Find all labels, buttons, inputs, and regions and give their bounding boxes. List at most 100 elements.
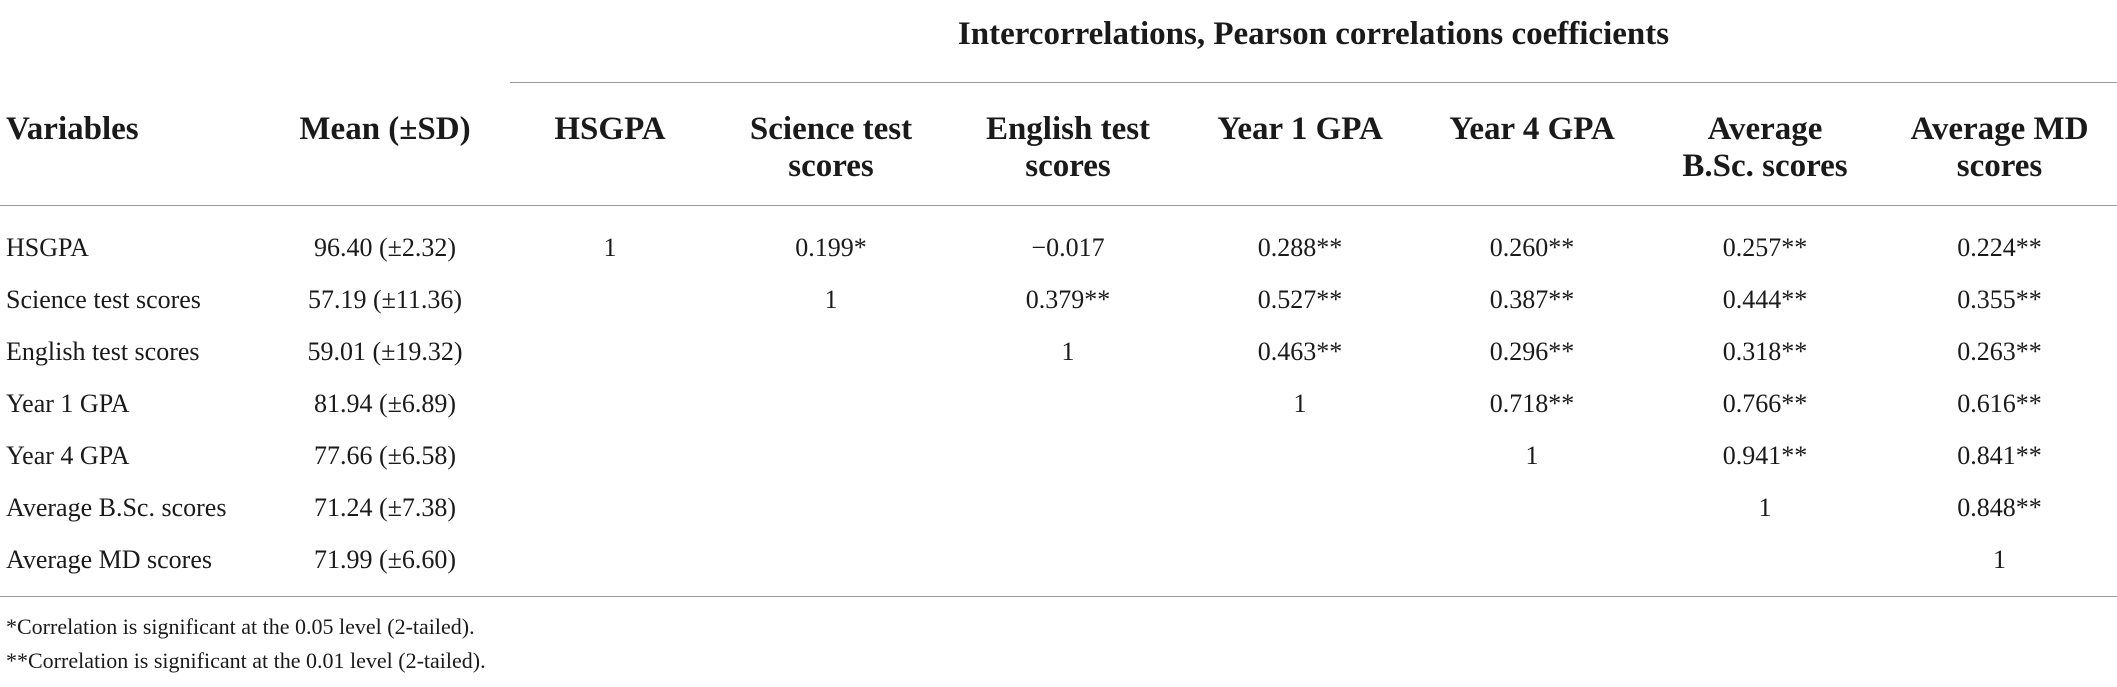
correlation-cell [710,326,952,378]
correlation-cell: 0.463** [1257,337,1343,366]
column-header-line: Science test [749,111,913,147]
correlation-cell: 0.257** [1722,233,1808,262]
column-header: Average MD scores [1882,82,2117,206]
correlation-cell: 0.355** [1957,285,2042,314]
mean-cell: 96.40 (±2.32) [313,233,457,262]
mean-cell: 71.24 (±7.38) [313,493,457,522]
correlation-cell [510,274,710,326]
table-row: Year 4 GPA 77.66 (±6.58) 1 0.941** 0.841** [0,430,2117,482]
correlation-cell: 1 [824,285,838,314]
table-row: English test scores 59.01 (±19.32) 1 0.463*… [0,326,2117,378]
table-row: Average B.Sc. scores 71.24 (±7.38) 1 0.848*… [0,482,2117,534]
correlation-cell: 1 [1993,545,2006,574]
footnotes: *Correlation is significant at the 0.05 … [6,610,486,678]
column-header: Variables [0,82,260,206]
bottom-rule [0,596,2117,597]
correlation-table: Intercorrelations, Pearson correlations … [0,0,2117,597]
super-header-title: Intercorrelations, Pearson correlations … [510,0,2117,83]
column-header-line: scores [788,148,874,184]
correlation-cell: 0.260** [1489,233,1575,262]
footnote: *Correlation is significant at the 0.05 … [6,614,475,639]
correlation-cell [710,482,952,534]
table-row: Science test scores 57.19 (±11.36) 1 0.379*… [0,274,2117,326]
correlation-cell [1416,534,1648,597]
footnote: **Correlation is significant at the 0.01… [6,648,486,673]
correlation-cell [1416,482,1648,534]
column-header-line: scores [1025,148,1111,184]
correlation-cell: 0.224** [1957,233,2042,262]
correlation-cell: 0.379** [1025,285,1111,314]
column-header-line: Average [1707,111,1823,147]
correlation-cell [510,430,710,482]
mean-cell: 59.01 (±19.32) [307,337,463,366]
mean-cell: 81.94 (±6.89) [313,389,457,418]
correlation-cell: 0.444** [1722,285,1808,314]
correlation-cell: 0.263** [1957,337,2042,366]
correlation-cell: 1 [1293,389,1307,418]
correlation-cell: 0.941** [1722,441,1808,470]
column-header-line: English test [985,111,1151,147]
correlation-cell [710,534,952,597]
column-header: Year 4 GPA [1416,82,1648,206]
super-header-spacer [0,0,510,83]
correlation-cell: 0.527** [1257,285,1343,314]
column-header-row: Variables Mean (±SD) HSGPA Science test scor… [0,82,2117,206]
correlation-cell: 0.318** [1722,337,1808,366]
mean-cell: 71.99 (±6.60) [313,545,457,574]
correlation-cell: 0.387** [1489,285,1575,314]
column-header: HSGPA [510,82,710,206]
column-header-line: Mean (±SD) [299,110,471,147]
correlation-cell [952,430,1184,482]
variable-cell: Average MD scores [6,545,212,574]
correlation-cell: 0.766** [1722,389,1808,418]
column-header-line: scores [1956,148,2043,184]
variable-cell: Year 1 GPA [6,389,130,418]
variable-cell: HSGPA [6,233,89,262]
column-header-line: B.Sc. scores [1682,148,1848,184]
correlation-cell: 0.848** [1957,493,2042,522]
table-row: HSGPA 96.40 (±2.32) 1 0.199* −0.017 0.288** 0.… [0,206,2117,275]
correlation-cell: 0.288** [1257,233,1343,262]
mean-cell: 57.19 (±11.36) [307,285,463,314]
correlation-cell: 0.841** [1957,441,2042,470]
correlation-cell [710,378,952,430]
correlation-cell [510,326,710,378]
variable-cell: Average B.Sc. scores [6,493,227,522]
column-header-line: HSGPA [554,111,666,147]
correlation-cell: 0.296** [1489,337,1575,366]
correlation-cell [952,534,1184,597]
correlation-cell [1184,482,1416,534]
correlation-cell: 1 [1061,337,1075,366]
column-header-line: Year 4 GPA [1449,111,1615,147]
variable-cell: Science test scores [6,285,201,314]
column-header: Average B.Sc. scores [1648,82,1882,206]
table-row: Year 1 GPA 81.94 (±6.89) 1 0.718** 0.766** 0.… [0,378,2117,430]
correlation-cell [1648,534,1882,597]
correlation-cell [510,482,710,534]
correlation-cell [510,534,710,597]
correlation-cell [1184,534,1416,597]
correlation-cell [510,378,710,430]
column-header: Science test scores [710,82,952,206]
correlation-cell [1184,430,1416,482]
correlation-cell: −0.017 [1031,233,1105,262]
column-header: Mean (±SD) [260,82,510,206]
correlation-cell [952,378,1184,430]
correlation-cell: 1 [1525,441,1539,470]
correlation-cell [952,482,1184,534]
variable-cell: Year 4 GPA [6,441,130,470]
column-header-line: Year 1 GPA [1217,111,1383,147]
correlation-cell: 0.199* [795,233,867,262]
table-body: HSGPA 96.40 (±2.32) 1 0.199* −0.017 0.288** 0.… [0,206,2117,597]
column-header-line: Variables [6,110,139,147]
column-header-line: Average MD [1910,111,2089,147]
correlation-cell: 1 [1758,493,1772,522]
correlation-cell: 0.616** [1957,389,2042,418]
variable-cell: English test scores [6,337,200,366]
column-header: English test scores [952,82,1184,206]
mean-cell: 77.66 (±6.58) [313,441,457,470]
correlation-cell: 0.718** [1489,389,1575,418]
table-row: Average MD scores 71.99 (±6.60) 1 [0,534,2117,597]
correlation-cell: 1 [603,233,617,262]
